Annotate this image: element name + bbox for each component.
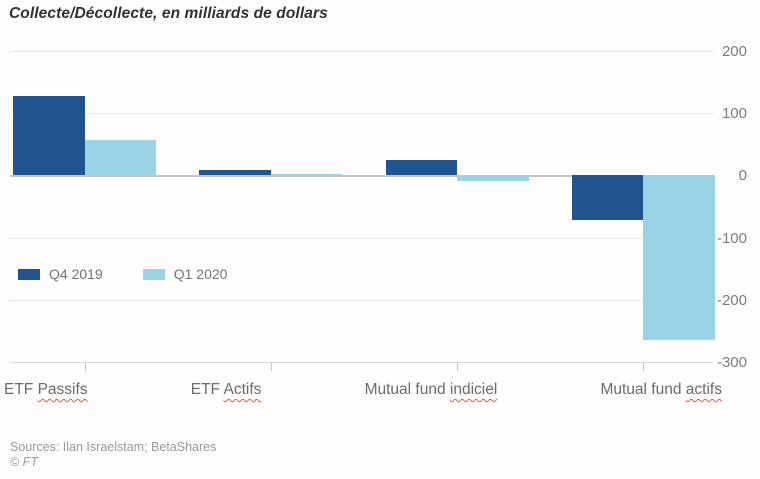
legend-item-q4-2019: Q4 2019: [18, 266, 103, 282]
gridline--200: [10, 299, 713, 301]
x-axis-label-misspelled-text: Actifs: [223, 381, 262, 398]
x-axis-tick: [457, 362, 459, 371]
bar-q1-2020-mutual-fund-indiciel: [457, 175, 529, 181]
x-axis-tick: [84, 362, 86, 371]
legend-swatch-q1-2020: [142, 268, 165, 280]
x-axis-label-text: ETF: [190, 381, 224, 398]
y-tick-label-200: 200: [721, 43, 747, 60]
bar-q1-2020-mutual-fund-actifs: [643, 175, 715, 341]
legend-label: Q1 2020: [173, 266, 228, 282]
bar-q1-2020-etf-actifs: [270, 173, 343, 176]
x-axis-label-text: Mutual fund: [364, 381, 450, 398]
x-axis-label-etf-passifs: ETF Passifs: [4, 381, 88, 399]
bar-q4-2019-mutual-fund-actifs: [571, 175, 644, 220]
chart-title: Collecte/Décollecte, en milliards de dol…: [9, 5, 328, 22]
gridline-0: [10, 175, 713, 178]
gridline-100: [10, 113, 713, 115]
plot-area: [10, 51, 715, 371]
legend-label: Q4 2019: [49, 266, 103, 282]
x-axis-label-text: ETF: [4, 381, 38, 398]
legend-item-q1-2020: Q1 2020: [142, 266, 228, 282]
x-axis-label-mutual-fund-actifs: Mutual fund actifs: [600, 381, 722, 399]
x-axis-labels: ETF Passifs ETF Actifs Mutual fund indicie…: [4, 381, 722, 399]
gridline-200: [10, 51, 713, 52]
x-axis-label-mutual-fund-indiciel: Mutual fund indiciel: [365, 381, 498, 399]
footer: Sources: Ilan Israelstam; BetaShares © F…: [10, 439, 216, 470]
gridline--300: [10, 362, 713, 363]
bar-q4-2019-mutual-fund-indiciel: [385, 160, 458, 176]
legend: Q4 2019 Q1 2020: [18, 266, 227, 282]
legend-swatch-q4-2019: [18, 268, 40, 280]
y-tick-label--300: -300: [716, 354, 747, 371]
gridline--100: [10, 237, 713, 239]
y-tick-label-100: 100: [721, 105, 747, 123]
x-axis-label-text: Mutual fund: [600, 381, 686, 398]
x-axis-label-misspelled-text: actifs: [685, 381, 722, 398]
source-note: Sources: Ilan Israelstam; BetaShares: [10, 440, 217, 454]
x-axis-tick: [643, 362, 645, 371]
bar-q4-2019-etf-actifs: [199, 170, 271, 176]
x-axis-label-misspelled-text: indiciel: [449, 381, 498, 398]
x-axis-label-etf-actifs: ETF Actifs: [191, 381, 262, 399]
bar-q1-2020-etf-passifs: [84, 139, 156, 176]
x-axis-tick: [270, 362, 272, 371]
ft-copyright: © FT: [10, 455, 38, 469]
y-tick-label--200: -200: [716, 291, 747, 309]
y-tick-label--100: -100: [716, 229, 747, 247]
bar-q4-2019-etf-passifs: [13, 96, 85, 176]
x-axis-label-misspelled-text: Passifs: [37, 381, 88, 398]
y-tick-label-0: 0: [738, 167, 747, 185]
